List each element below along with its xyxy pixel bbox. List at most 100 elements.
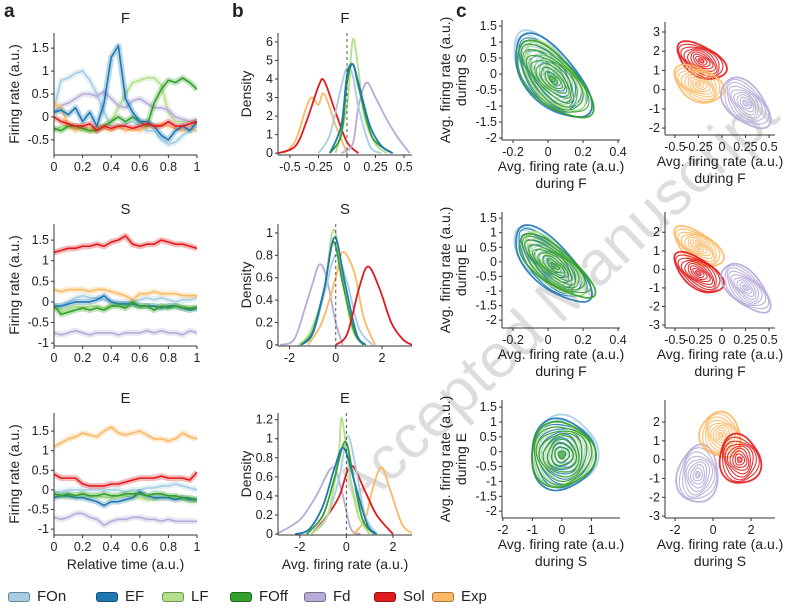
y-tick-label: -0.5 (475, 83, 497, 97)
contour-foff (533, 426, 593, 486)
x-tick-label: -0.25 (684, 333, 713, 347)
y-tick-label: -0.5 (27, 133, 49, 147)
density-curve-lf (298, 228, 365, 346)
contour-sol (736, 456, 743, 464)
x-tick-label: 0.8 (160, 160, 177, 174)
y-axis-label: Density (238, 451, 254, 498)
plot-area (513, 224, 597, 303)
chart-a3: 0 0.2 0.4 0.6 0.8 1 -1 -0.5 0 0.5 1 1.5 E Firing rate… (6, 390, 201, 572)
legend-swatch (304, 591, 326, 602)
contour-foff (542, 254, 570, 278)
legend-label: LF (191, 588, 209, 605)
contour-foff (544, 70, 563, 90)
x-axis-label: during F (694, 363, 745, 379)
legend-label: FOn (37, 588, 67, 605)
x-tick-label: -2 (294, 540, 305, 554)
y-tick-label: 1.5 (32, 233, 49, 247)
y-axis-label: Avg. firing rate (a.u.) (437, 396, 453, 523)
contour-foff (516, 39, 595, 119)
series-line-foff (54, 301, 197, 316)
contour-sol (726, 445, 751, 475)
x-tick-label: 0 (545, 333, 552, 347)
contour-foff (542, 435, 580, 473)
x-tick-label: 0 (545, 145, 552, 159)
contour-sol (732, 450, 748, 468)
contour-sol (690, 51, 714, 70)
contour-foff (535, 430, 588, 483)
contour-sol (673, 250, 725, 294)
contour-exp (684, 72, 714, 95)
series-line-foff (54, 493, 197, 501)
y-tick-label: 0.2 (256, 508, 273, 522)
contour-sol (695, 55, 708, 66)
contour-exp (673, 63, 725, 104)
x-tick-label: -0.2 (502, 145, 524, 159)
y-tick-label: 4 (266, 72, 273, 86)
legend-item-lf: LF (162, 588, 230, 605)
y-tick-label: 0.4 (256, 489, 273, 503)
x-tick-label: 0.25 (733, 140, 757, 154)
contour-ef (533, 58, 570, 98)
y-tick-label: 2 (266, 109, 273, 123)
x-tick-label: 0.4 (103, 351, 120, 365)
x-tick-label: -0.5 (664, 333, 686, 347)
chart-title: F (340, 10, 349, 27)
y-tick-label: 1.5 (480, 19, 497, 33)
plot-area (54, 42, 197, 148)
legend: FOn EF LF FOff Fd Sol Exp (8, 588, 487, 605)
contour-sol (718, 432, 763, 484)
contour-sol (729, 447, 750, 471)
legend-item-foff: FOff (230, 588, 304, 605)
contour-sol (697, 58, 705, 64)
y-tick-label: 0 (490, 445, 497, 459)
contour-exp (717, 431, 724, 439)
series-line-exp (54, 426, 197, 448)
y-tick-label: -2 (649, 490, 660, 504)
x-tick-label: 0.4 (103, 540, 120, 554)
plot-area (673, 40, 772, 130)
contour-fd (739, 96, 752, 110)
contour-fd (742, 284, 750, 292)
contour-exp (677, 69, 717, 101)
x-tick-label: 0.6 (131, 160, 148, 174)
x-tick-label: 0.25 (733, 333, 757, 347)
contour-fd (742, 99, 750, 107)
x-tick-label: 0.4 (609, 145, 626, 159)
contour-exp (692, 241, 705, 253)
density-curve-fd (279, 263, 344, 346)
contour-sol (734, 453, 746, 466)
contour-fd (685, 459, 711, 493)
y-tick-label: -1 (649, 281, 660, 295)
y-tick-label: -1.5 (475, 115, 497, 129)
contour-foff (524, 239, 586, 291)
contour-fon (525, 50, 566, 95)
plot-area (54, 232, 197, 338)
contour-fd (728, 270, 763, 305)
y-tick-label: 0.5 (480, 240, 497, 254)
contour-foff (520, 43, 590, 113)
y-tick-label: -1 (38, 522, 49, 536)
density-curve-sol (278, 78, 360, 154)
y-tick-label: 1 (266, 128, 273, 142)
density-curve-exp (307, 251, 376, 346)
x-tick-label: 0.6 (131, 540, 148, 554)
y-tick-label: 1 (653, 434, 660, 448)
x-tick-label: 0 (718, 140, 725, 154)
contour-fd (730, 89, 759, 119)
y-tick-label: -0.5 (27, 316, 49, 330)
y-tick-label: 3 (266, 91, 273, 105)
plot-area (531, 413, 600, 492)
y-tick-label: 0 (653, 262, 660, 276)
y-tick-label: 3 (653, 25, 660, 39)
series-line-sol (54, 471, 197, 487)
contour-lf (526, 43, 583, 107)
contour-sol (680, 259, 716, 288)
y-tick-label: 0.4 (256, 293, 273, 307)
x-axis-label: Avg. firing rate (a.u.) (657, 346, 784, 362)
legend-item-ef: EF (96, 588, 162, 605)
y-tick-label: 1 (490, 415, 497, 429)
chart-c1l: -0.2 0 0.2 0.4 -2 -1.5 -1 -0.5 0 0.5 1 1.5 Avg. firi… (437, 17, 627, 191)
y-tick-label: 2 (653, 415, 660, 429)
x-tick-label: -0.25 (304, 160, 333, 174)
x-tick-label: 0.8 (160, 351, 177, 365)
